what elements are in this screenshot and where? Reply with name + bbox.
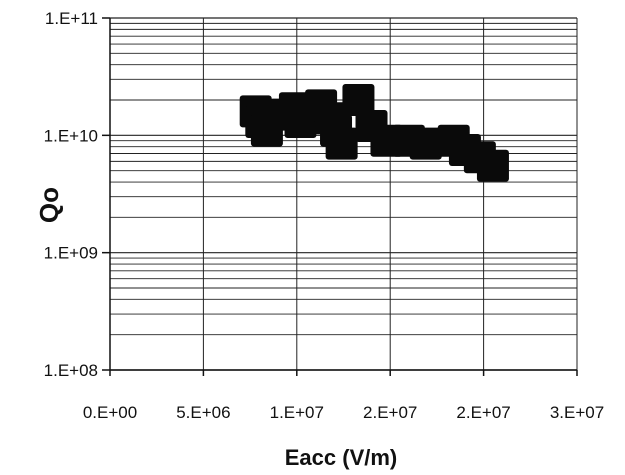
data-point: [476, 149, 509, 182]
y-tick-labels: 1.E+08 1.E+09 1.E+10 1.E+11: [44, 9, 98, 380]
x-axis-title: Eacc (V/m): [285, 445, 398, 470]
y-tick-label: 1.E+08: [44, 361, 98, 380]
x-tick-label: 2.E+07: [456, 403, 510, 422]
y-axis-title: Qo: [34, 187, 64, 223]
data-point: [325, 127, 358, 160]
x-tick-labels: 0.E+00 5.E+06 1.E+07 2.E+07 2.E+07 3.E+07: [83, 403, 604, 422]
axes: [102, 17, 578, 376]
x-tick-label: 0.E+00: [83, 403, 137, 422]
data-point: [342, 84, 375, 117]
y-tick-label: 1.E+09: [44, 244, 98, 263]
data-point: [409, 127, 442, 160]
data-points: [239, 84, 509, 182]
x-tick-label: 5.E+06: [176, 403, 230, 422]
grid-lines: [109, 17, 578, 371]
x-tick-label: 3.E+07: [550, 403, 604, 422]
y-tick-label: 1.E+10: [44, 126, 98, 145]
x-tick-label: 2.E+07: [363, 403, 417, 422]
x-tick-label: 1.E+07: [270, 403, 324, 422]
y-tick-label: 1.E+11: [45, 9, 98, 28]
